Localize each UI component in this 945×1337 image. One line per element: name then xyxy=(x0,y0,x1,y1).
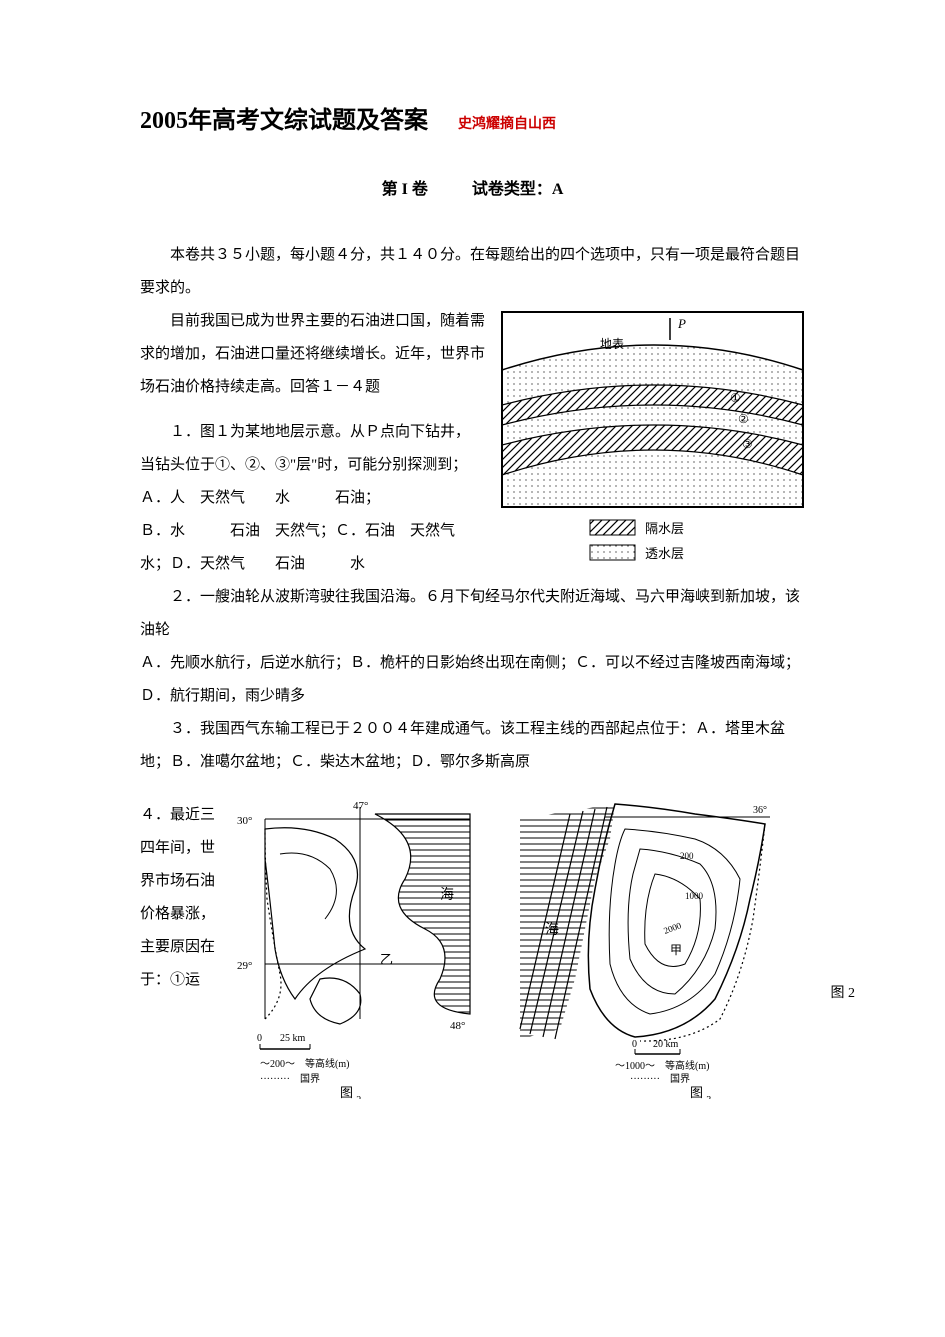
fig2-sea: 海 xyxy=(440,887,454,903)
fig2-lon1: 47° xyxy=(353,800,368,812)
svg-text:2000: 2000 xyxy=(662,920,683,936)
fig1-legend1: 隔水层 xyxy=(645,521,684,536)
fig1-layer1: ① xyxy=(730,391,741,405)
figure2-svg: 30° 29° 47° 48° 海 乙 xyxy=(225,799,495,1099)
svg-text:0: 0 xyxy=(632,1039,637,1050)
figure1-svg: P 地表 ① xyxy=(500,310,805,570)
q2-text: ２．一艘油轮从波斯湾驶往我国沿海。６月下旬经马尔代夫附近海域、马六甲海峡到新加坡… xyxy=(140,581,805,647)
figure2-container: 30° 29° 47° 48° 海 乙 xyxy=(225,799,495,1099)
svg-text:～1000～ 等高线(m): ～1000～ 等高线(m) xyxy=(615,1059,709,1072)
fig3-sea: 海 xyxy=(545,922,559,938)
figure3-svg: 海 36° 200 1000 2000 甲 xyxy=(515,799,785,1099)
svg-text:1000: 1000 xyxy=(685,891,704,901)
intro-p1: 本卷共３５小题，每小题４分，共１４０分。在每题给出的四个选项中，只有一项是最符合… xyxy=(140,239,805,305)
subtitle-row: 第 I 卷 试卷类型：A xyxy=(140,175,805,199)
q4-section: ４．最近三四年间，世界市场石油价格暴涨，主要原因在于：①运 30° 29° xyxy=(140,799,805,1099)
fig1-legend2: 透水层 xyxy=(645,546,684,561)
title-row: 2005年高考文综试题及答案 史鸿耀摘自山西 xyxy=(140,100,805,135)
fig2-lon2: 48° xyxy=(450,1020,465,1032)
figure-right-caption: 图 2 xyxy=(831,979,856,1010)
content-with-figure: P 地表 ① xyxy=(140,305,805,581)
fig2-lat2: 29° xyxy=(237,960,252,972)
fig1-p-label: P xyxy=(677,316,686,331)
body-content: 本卷共３５小题，每小题４分，共１４０分。在每题给出的四个选项中，只有一项是最符合… xyxy=(140,239,805,1099)
svg-text:········· 国界: ········· 国界 xyxy=(630,1073,690,1085)
fig1-layer3: ③ xyxy=(742,437,753,451)
svg-text:甲: 甲 xyxy=(670,943,682,957)
q4-figures: 30° 29° 47° 48° 海 乙 xyxy=(225,799,805,1099)
title-rest: 年高考文综试题及答案 xyxy=(188,108,428,134)
svg-text:20 km: 20 km xyxy=(653,1039,679,1050)
q4-text: ４．最近三四年间，世界市场石油价格暴涨，主要原因在于：①运 xyxy=(140,799,215,997)
fig3-lat: 36° xyxy=(753,805,767,816)
svg-text:25 km: 25 km xyxy=(280,1033,306,1044)
q2-options: Ａ．先顺水航行，后逆水航行；Ｂ．桅杆的日影始终出现在南侧；Ｃ．可以不经过吉隆坡西… xyxy=(140,647,805,713)
attribution: 史鸿耀摘自山西 xyxy=(458,113,556,133)
q3-text: ３．我国西气东输工程已于２００４年建成通气。该工程主线的西部起点位于：Ａ．塔里木… xyxy=(140,713,805,779)
fig2-mark: 乙 xyxy=(380,952,393,967)
svg-text:200: 200 xyxy=(680,851,694,861)
subtitle-part1: 第 I 卷 xyxy=(382,175,428,199)
figure1-container: P 地表 ① xyxy=(500,310,805,570)
subtitle-part2: 试卷类型：A xyxy=(472,175,564,199)
svg-text:········· 国界: ········· 国界 xyxy=(260,1073,320,1085)
figure3-container: 海 36° 200 1000 2000 甲 xyxy=(515,799,785,1099)
title-year: 2005 xyxy=(140,108,188,134)
svg-text:0: 0 xyxy=(257,1033,262,1044)
fig1-layer2: ② xyxy=(738,412,749,426)
svg-text:～200～ 等高线(m): ～200～ 等高线(m) xyxy=(260,1057,349,1070)
fig3-caption: 图 3 xyxy=(690,1085,711,1099)
fig2-lat1: 30° xyxy=(237,815,252,827)
main-title: 2005年高考文综试题及答案 xyxy=(140,100,428,135)
fig2-caption: 图 2 xyxy=(340,1085,361,1099)
